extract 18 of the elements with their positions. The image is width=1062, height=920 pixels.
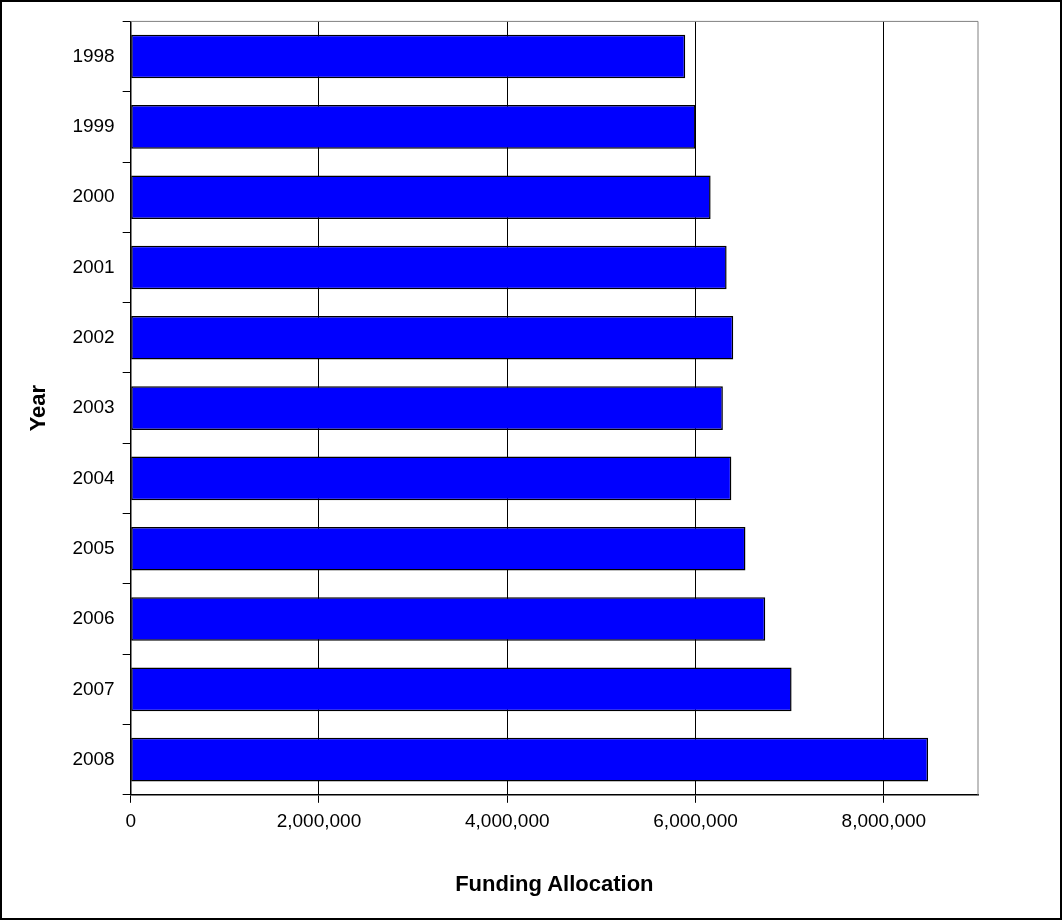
- y-tick-label: 2003: [72, 396, 115, 418]
- y-tick-label: 2004: [72, 466, 116, 488]
- x-tick-label: 8,000,000: [841, 810, 927, 832]
- x-tick-label: 0: [125, 810, 136, 832]
- x-tick-label: 4,000,000: [464, 810, 550, 832]
- y-tick-label: 2005: [72, 536, 115, 558]
- y-tick-label: 2006: [72, 607, 115, 629]
- y-tick-label: 2001: [72, 255, 115, 277]
- y-tick-label: 2002: [72, 326, 115, 348]
- y-tick-label: 2000: [72, 185, 115, 207]
- x-tick-label: 2,000,000: [276, 810, 362, 832]
- x-tick-label: 6,000,000: [653, 810, 738, 832]
- y-tick-label: 1998: [72, 44, 115, 66]
- x-axis-title: Funding Allocation: [455, 870, 654, 896]
- y-tick-label: 2007: [72, 677, 115, 699]
- y-tick-label: 2008: [72, 747, 115, 769]
- y-tick-label: 1999: [72, 115, 115, 137]
- y-axis-title: Year: [25, 384, 51, 432]
